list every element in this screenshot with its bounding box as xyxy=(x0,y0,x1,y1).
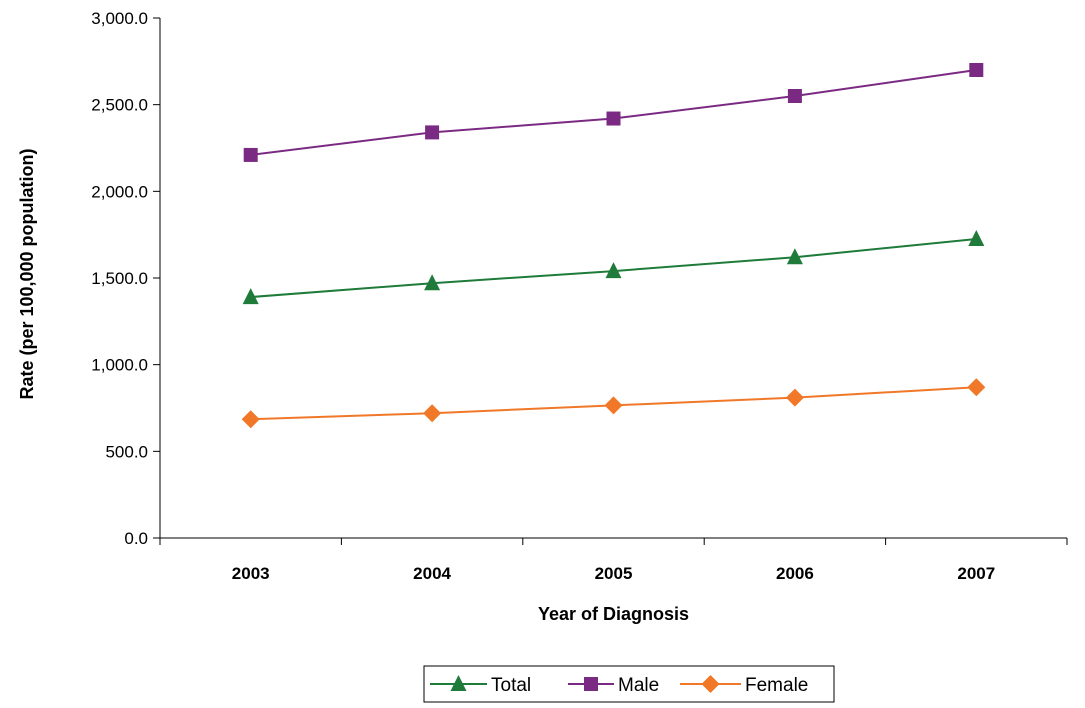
y-tick-label: 3,000.0 xyxy=(91,9,148,28)
series-total xyxy=(242,230,985,305)
x-tick-label: 2006 xyxy=(776,564,814,583)
x-tick-label: 2003 xyxy=(232,564,270,583)
legend-item-female: Female xyxy=(680,675,808,696)
x-tick-label: 2007 xyxy=(957,564,995,583)
data-point-male xyxy=(243,147,258,162)
y-axis-title: Rate (per 100,000 population) xyxy=(17,148,37,399)
legend-item-male: Male xyxy=(568,675,659,696)
legend-label-total: Total xyxy=(491,675,531,696)
legend-marker-total xyxy=(450,675,467,691)
y-tick-label: 2,500.0 xyxy=(91,96,148,115)
data-point-total xyxy=(968,230,985,246)
y-axis-ticks: 0.0 500.0 1,000.0 1,500.0 2,000.0 2,500.0 3,00… xyxy=(91,9,160,548)
data-point-male xyxy=(425,125,440,140)
data-point-male xyxy=(969,63,984,77)
x-tick-label: 2005 xyxy=(595,564,633,583)
y-tick-label: 1,000.0 xyxy=(91,356,148,375)
data-point-male xyxy=(606,111,621,126)
series-male xyxy=(243,63,984,162)
data-point-female xyxy=(967,378,986,397)
x-axis-ticks: 2003 2004 2005 2006 2007 xyxy=(159,538,1068,583)
series-female xyxy=(241,378,986,429)
data-point-total xyxy=(424,274,441,291)
y-tick-label: 500.0 xyxy=(105,442,148,461)
data-point-total xyxy=(605,262,622,279)
x-tick-label: 2004 xyxy=(413,564,451,583)
series-group xyxy=(241,63,986,429)
y-tick-label: 0.0 xyxy=(124,529,148,548)
legend-item-total: Total xyxy=(430,675,531,696)
data-point-female xyxy=(604,396,623,415)
legend: Total Male Female xyxy=(423,665,835,703)
legend-label-female: Female xyxy=(745,675,808,696)
data-point-male xyxy=(787,89,802,103)
x-axis-title: Year of Diagnosis xyxy=(538,604,689,624)
data-point-female xyxy=(785,388,804,407)
legend-box xyxy=(423,665,835,703)
data-point-female xyxy=(241,410,260,429)
y-tick-label: 1,500.0 xyxy=(91,269,148,288)
legend-label-male: Male xyxy=(618,675,659,696)
data-point-total xyxy=(242,288,259,305)
data-point-female xyxy=(423,404,442,423)
data-point-total xyxy=(786,248,803,265)
legend-marker-female xyxy=(701,675,720,693)
y-tick-label: 2,000.0 xyxy=(91,182,148,201)
legend-marker-male xyxy=(584,677,598,691)
